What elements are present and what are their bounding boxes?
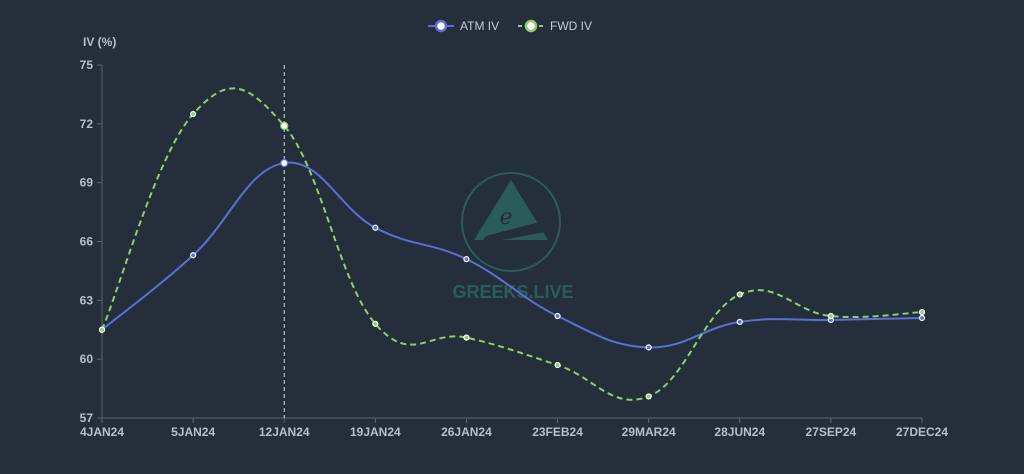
point-atm-iv-19jan24 xyxy=(372,224,379,231)
point-fwd-iv-5jan24 xyxy=(190,110,197,118)
x-tick-label-4jan24: 4JAN24 xyxy=(80,425,124,439)
series-line-fwd-iv xyxy=(101,87,923,401)
point-fwd-iv-19jan24 xyxy=(372,320,379,327)
point-fwd-iv-23feb24 xyxy=(554,361,561,369)
x-tick-label-12jan24: 12JAN24 xyxy=(259,425,310,439)
series-points xyxy=(98,110,926,400)
x-tick-label-28jun24: 28JUN24 xyxy=(714,425,765,439)
x-tick-label-5jan24: 5JAN24 xyxy=(171,425,215,439)
watermark-logo-stripe-icon xyxy=(480,222,545,244)
greeks-live-watermark: e GREEKS.LIVE xyxy=(452,172,574,302)
x-tick-label-26jan24: 26JAN24 xyxy=(441,425,492,439)
watermark-text: GREEKS.LIVE xyxy=(452,282,573,302)
point-atm-iv-5jan24 xyxy=(190,252,197,259)
axes: 57 60 63 66 69 72 75 4JAN24 5JAN24 12JAN24 19JAN24… xyxy=(80,58,949,439)
y-tick-label-66: 66 xyxy=(80,235,94,249)
point-fwd-iv-28jun24 xyxy=(736,291,743,298)
point-atm-iv-26jan24 xyxy=(463,256,470,263)
point-fwd-iv-12jan24 xyxy=(280,121,289,130)
y-tick-label-75: 75 xyxy=(80,58,94,72)
point-atm-iv-23feb24 xyxy=(554,312,561,320)
x-tick-label-27dec24: 27DEC24 xyxy=(896,425,948,439)
y-axis-label: IV (%) xyxy=(83,35,116,49)
y-tick-label-63: 63 xyxy=(80,293,94,307)
point-fwd-iv-4jan24 xyxy=(98,326,106,333)
point-atm-iv-12jan24 xyxy=(280,158,289,168)
point-fwd-iv-27dec24 xyxy=(918,309,926,316)
x-tick-label-19jan24: 19JAN24 xyxy=(350,425,401,439)
legend-label-fwd-iv: FWD IV xyxy=(550,19,592,33)
watermark-logo-letter: e xyxy=(499,205,512,230)
point-atm-iv-27dec24 xyxy=(918,314,926,322)
legend-marker-atm-iv xyxy=(434,19,448,33)
point-fwd-iv-26jan24 xyxy=(463,334,470,341)
y-tick-label-57: 57 xyxy=(80,411,94,425)
y-tick-label-72: 72 xyxy=(80,117,94,131)
point-atm-iv-29mar24 xyxy=(645,344,652,351)
x-tick-label-27sep24: 27SEP24 xyxy=(806,425,857,439)
series-lines xyxy=(101,87,923,401)
legend-label-atm-iv: ATM IV xyxy=(460,19,499,33)
point-fwd-iv-27sep24 xyxy=(827,312,834,320)
x-tick-label-29mar24: 29MAR24 xyxy=(622,425,676,439)
y-tick-label-69: 69 xyxy=(80,176,94,190)
point-atm-iv-28jun24 xyxy=(736,318,743,326)
point-fwd-iv-29mar24 xyxy=(645,393,652,400)
y-tick-label-60: 60 xyxy=(80,352,94,366)
legend: ATM IV FWD IV xyxy=(428,19,592,33)
legend-marker-fwd-iv xyxy=(524,19,538,33)
series-line-atm-iv xyxy=(101,161,923,349)
x-tick-label-23feb24: 23FEB24 xyxy=(532,425,583,439)
watermark-logo-ring xyxy=(461,172,561,272)
